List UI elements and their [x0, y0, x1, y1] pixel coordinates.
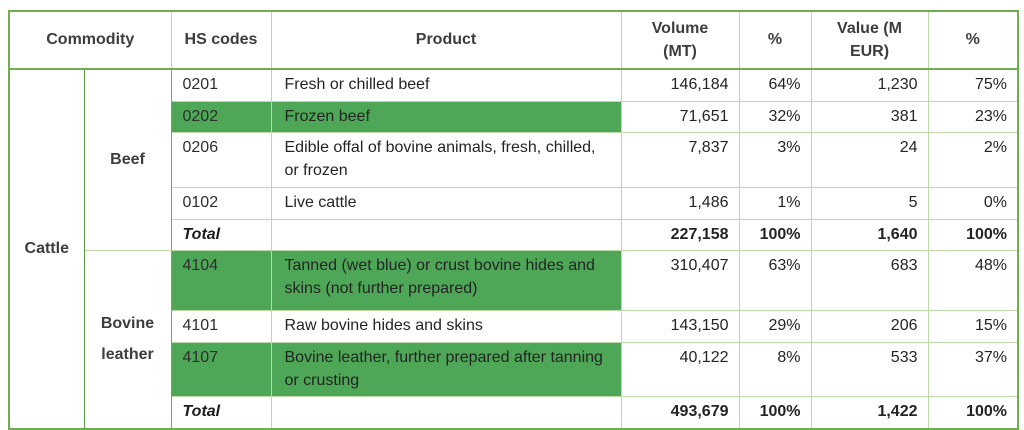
table-row: Cattle Beef 0201 Fresh or chilled beef 1…: [8, 68, 1019, 430]
value-cell: 24: [810, 132, 929, 188]
header-value-line2: EUR): [849, 43, 890, 60]
header-volume-pct: %: [738, 10, 812, 70]
total-value-cell: 1,422: [810, 396, 929, 430]
header-product-label: Product: [415, 31, 477, 49]
hs-code-cell: 0201: [170, 68, 272, 102]
table-header: Commodity HS codes Product Volume (MT) %…: [8, 10, 1019, 70]
header-value-pct: %: [927, 10, 1019, 70]
value-pct-cell: 75%: [927, 68, 1019, 102]
volume-pct-cell: 3%: [738, 132, 812, 188]
volume-pct-cell: 64%: [738, 68, 812, 102]
value-pct-cell: 48%: [927, 250, 1019, 312]
product-cell: Raw bovine hides and skins: [270, 310, 622, 344]
table-row: 0102 Live cattle 1,486 1% 5 0%: [9, 186, 1019, 220]
total-row-beef: Total 227,158 100% 1,640 100%: [9, 218, 1019, 252]
product-cell-highlighted: Tanned (wet blue) or crust bovine hides …: [270, 250, 622, 312]
header-volume-line1: Volume: [651, 19, 709, 37]
value-pct-cell: 15%: [927, 310, 1019, 344]
header-volume-pct-label: %: [767, 31, 783, 49]
volume-cell: 71,651: [620, 100, 740, 134]
product-cell: Edible offal of bovine animals, fresh, c…: [270, 132, 622, 188]
product-cell-empty: [270, 218, 622, 252]
table-row: Bovine leather 4104 Tanned (wet blue) or…: [9, 250, 1019, 430]
total-volume-pct-cell: 100%: [738, 218, 812, 252]
table-row: 4107 Bovine leather, further prepared af…: [9, 342, 1019, 398]
value-pct-cell: 2%: [927, 132, 1019, 188]
hs-code-cell: 4101: [170, 310, 272, 344]
table-row: 0206 Edible offal of bovine animals, fre…: [9, 132, 1019, 188]
header-hs-codes: HS codes: [170, 10, 272, 70]
value-cell: 206: [810, 310, 929, 344]
total-value-cell: 1,640: [810, 218, 929, 252]
commodity-cell-cattle: Cattle: [8, 68, 85, 430]
total-label-cell: Total: [170, 396, 272, 430]
table-row: 0202 Frozen beef 71,651 32% 381 23%: [9, 100, 1019, 134]
volume-cell: 143,150: [620, 310, 740, 344]
total-label-cell: Total: [170, 218, 272, 252]
header-value-line1: Value (M: [837, 19, 902, 37]
header-value-pct-label: %: [965, 31, 980, 49]
header-volume: Volume (MT): [620, 10, 740, 70]
value-pct-cell: 37%: [927, 342, 1019, 398]
product-cell: Live cattle: [270, 186, 622, 220]
product-cell-highlighted: Frozen beef: [270, 100, 622, 134]
table-body: Cattle Beef 0201 Fresh or chilled beef 1…: [8, 68, 1019, 430]
header-row: Commodity HS codes Product Volume (MT) %…: [8, 10, 1019, 70]
total-volume-cell: 493,679: [620, 396, 740, 430]
group-cell-beef: Beef: [83, 68, 172, 252]
header-volume-line2: (MT): [663, 43, 697, 60]
hs-code-cell-highlighted: 4104: [170, 250, 272, 312]
volume-cell: 7,837: [620, 132, 740, 188]
value-cell: 1,230: [810, 68, 929, 102]
commodity-trade-table: Commodity HS codes Product Volume (MT) %…: [8, 10, 1019, 430]
header-value: Value (M EUR): [810, 10, 929, 70]
header-commodity: Commodity: [8, 10, 172, 70]
volume-cell: 146,184: [620, 68, 740, 102]
volume-pct-cell: 1%: [738, 186, 812, 220]
hs-code-cell: 0102: [170, 186, 272, 220]
total-value-pct-cell: 100%: [927, 218, 1019, 252]
header-product: Product: [270, 10, 622, 70]
header-hs-codes-label: HS codes: [184, 31, 258, 49]
value-cell: 533: [810, 342, 929, 398]
volume-cell: 310,407: [620, 250, 740, 312]
commodity-trade-table-container: Commodity HS codes Product Volume (MT) %…: [8, 10, 1019, 430]
hs-code-cell-highlighted: 0202: [170, 100, 272, 134]
volume-pct-cell: 63%: [738, 250, 812, 312]
volume-pct-cell: 29%: [738, 310, 812, 344]
value-cell: 683: [810, 250, 929, 312]
volume-cell: 40,122: [620, 342, 740, 398]
hs-code-cell: 0206: [170, 132, 272, 188]
total-volume-pct-cell: 100%: [738, 396, 812, 430]
volume-pct-cell: 32%: [738, 100, 812, 134]
header-commodity-label: Commodity: [46, 31, 135, 49]
product-cell-empty: [270, 396, 622, 430]
value-pct-cell: 23%: [927, 100, 1019, 134]
product-cell-highlighted: Bovine leather, further prepared after t…: [270, 342, 622, 398]
value-cell: 381: [810, 100, 929, 134]
product-cell: Fresh or chilled beef: [270, 68, 622, 102]
hs-code-cell-highlighted: 4107: [170, 342, 272, 398]
total-value-pct-cell: 100%: [927, 396, 1019, 430]
value-pct-cell: 0%: [927, 186, 1019, 220]
volume-pct-cell: 8%: [738, 342, 812, 398]
volume-cell: 1,486: [620, 186, 740, 220]
group-cell-bovine-leather: Bovine leather: [83, 250, 172, 430]
total-volume-cell: 227,158: [620, 218, 740, 252]
value-cell: 5: [810, 186, 929, 220]
